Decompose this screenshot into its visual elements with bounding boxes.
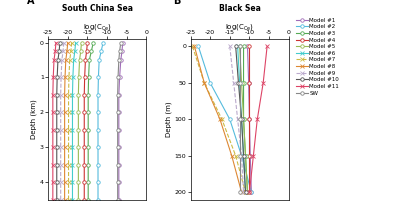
SW — [237, 155, 242, 157]
Model #2 — [196, 45, 201, 48]
Model #10 — [236, 82, 241, 84]
Line: Model #9: Model #9 — [228, 45, 245, 194]
Line: Model #3: Model #3 — [242, 45, 249, 194]
Text: A: A — [26, 0, 34, 6]
Model #4 — [247, 82, 252, 84]
Model #8 — [192, 45, 197, 48]
Line: Model #10: Model #10 — [234, 45, 247, 194]
Line: Model #8: Model #8 — [193, 45, 243, 194]
Model #3 — [245, 191, 250, 194]
Model #4 — [247, 45, 252, 48]
Model #11 — [255, 118, 260, 121]
Model #1 — [248, 155, 253, 157]
Model #1 — [249, 191, 254, 194]
Model #2 — [239, 155, 244, 157]
Model #4 — [247, 118, 252, 121]
Model #3 — [241, 45, 246, 48]
Model #6 — [243, 191, 248, 194]
Model #3 — [243, 155, 248, 157]
Model #11 — [251, 155, 256, 157]
Model #6 — [235, 45, 240, 48]
Title: South China Sea: South China Sea — [62, 4, 133, 13]
Line: Model #1: Model #1 — [246, 45, 253, 194]
Model #9 — [231, 82, 236, 84]
Model #7 — [243, 191, 248, 194]
Model #8 — [218, 118, 223, 121]
Y-axis label: Depth (km): Depth (km) — [30, 99, 37, 139]
Line: Model #6: Model #6 — [236, 45, 247, 194]
Line: Model #7: Model #7 — [191, 45, 247, 194]
Model #10 — [243, 191, 248, 194]
Legend: Model #1, Model #2, Model #3, Model #4, Model #5, Model #6, Model #7, Model #8, : Model #1, Model #2, Model #3, Model #4, … — [296, 18, 339, 95]
Text: B: B — [173, 0, 180, 6]
Model #3 — [241, 118, 246, 121]
Model #11 — [265, 45, 269, 48]
Model #5 — [237, 45, 242, 48]
Model #10 — [233, 45, 238, 48]
SW — [237, 82, 242, 84]
Model #6 — [237, 82, 242, 84]
Model #2 — [249, 191, 254, 194]
Model #1 — [245, 45, 250, 48]
Model #2 — [227, 118, 232, 121]
Model #5 — [243, 155, 248, 157]
Model #4 — [247, 155, 252, 157]
Model #9 — [239, 155, 244, 157]
Title: Black Sea: Black Sea — [219, 4, 261, 13]
Model #7 — [233, 155, 238, 157]
Model #11 — [261, 82, 265, 84]
Model #5 — [239, 82, 244, 84]
Model #1 — [246, 82, 251, 84]
Model #2 — [208, 82, 213, 84]
X-axis label: log(C$_{\mathregular{Ce}}$): log(C$_{\mathregular{Ce}}$) — [225, 22, 254, 32]
Model #6 — [241, 155, 246, 157]
Model #9 — [235, 118, 240, 121]
Model #7 — [219, 118, 224, 121]
SW — [237, 45, 242, 48]
Model #8 — [202, 82, 207, 84]
Model #3 — [241, 82, 246, 84]
Line: SW: SW — [238, 45, 241, 194]
Model #6 — [239, 118, 244, 121]
Model #4 — [247, 191, 252, 194]
Model #5 — [245, 191, 250, 194]
Model #10 — [241, 155, 246, 157]
Line: Model #5: Model #5 — [238, 45, 249, 194]
Model #1 — [247, 118, 252, 121]
Model #10 — [239, 118, 244, 121]
Model #7 — [190, 45, 195, 48]
Model #8 — [229, 155, 234, 157]
Model #9 — [227, 45, 232, 48]
Model #7 — [202, 82, 207, 84]
Line: Model #11: Model #11 — [248, 45, 269, 194]
SW — [237, 191, 242, 194]
Model #5 — [241, 118, 246, 121]
SW — [237, 118, 242, 121]
Model #9 — [241, 191, 246, 194]
Y-axis label: Depth (m): Depth (m) — [165, 102, 172, 137]
Line: Model #2: Model #2 — [196, 45, 253, 194]
Model #8 — [239, 191, 244, 194]
Model #11 — [247, 191, 252, 194]
Line: Model #4: Model #4 — [248, 45, 251, 194]
X-axis label: log(C$_{\mathregular{Ce}}$): log(C$_{\mathregular{Ce}}$) — [83, 22, 112, 32]
